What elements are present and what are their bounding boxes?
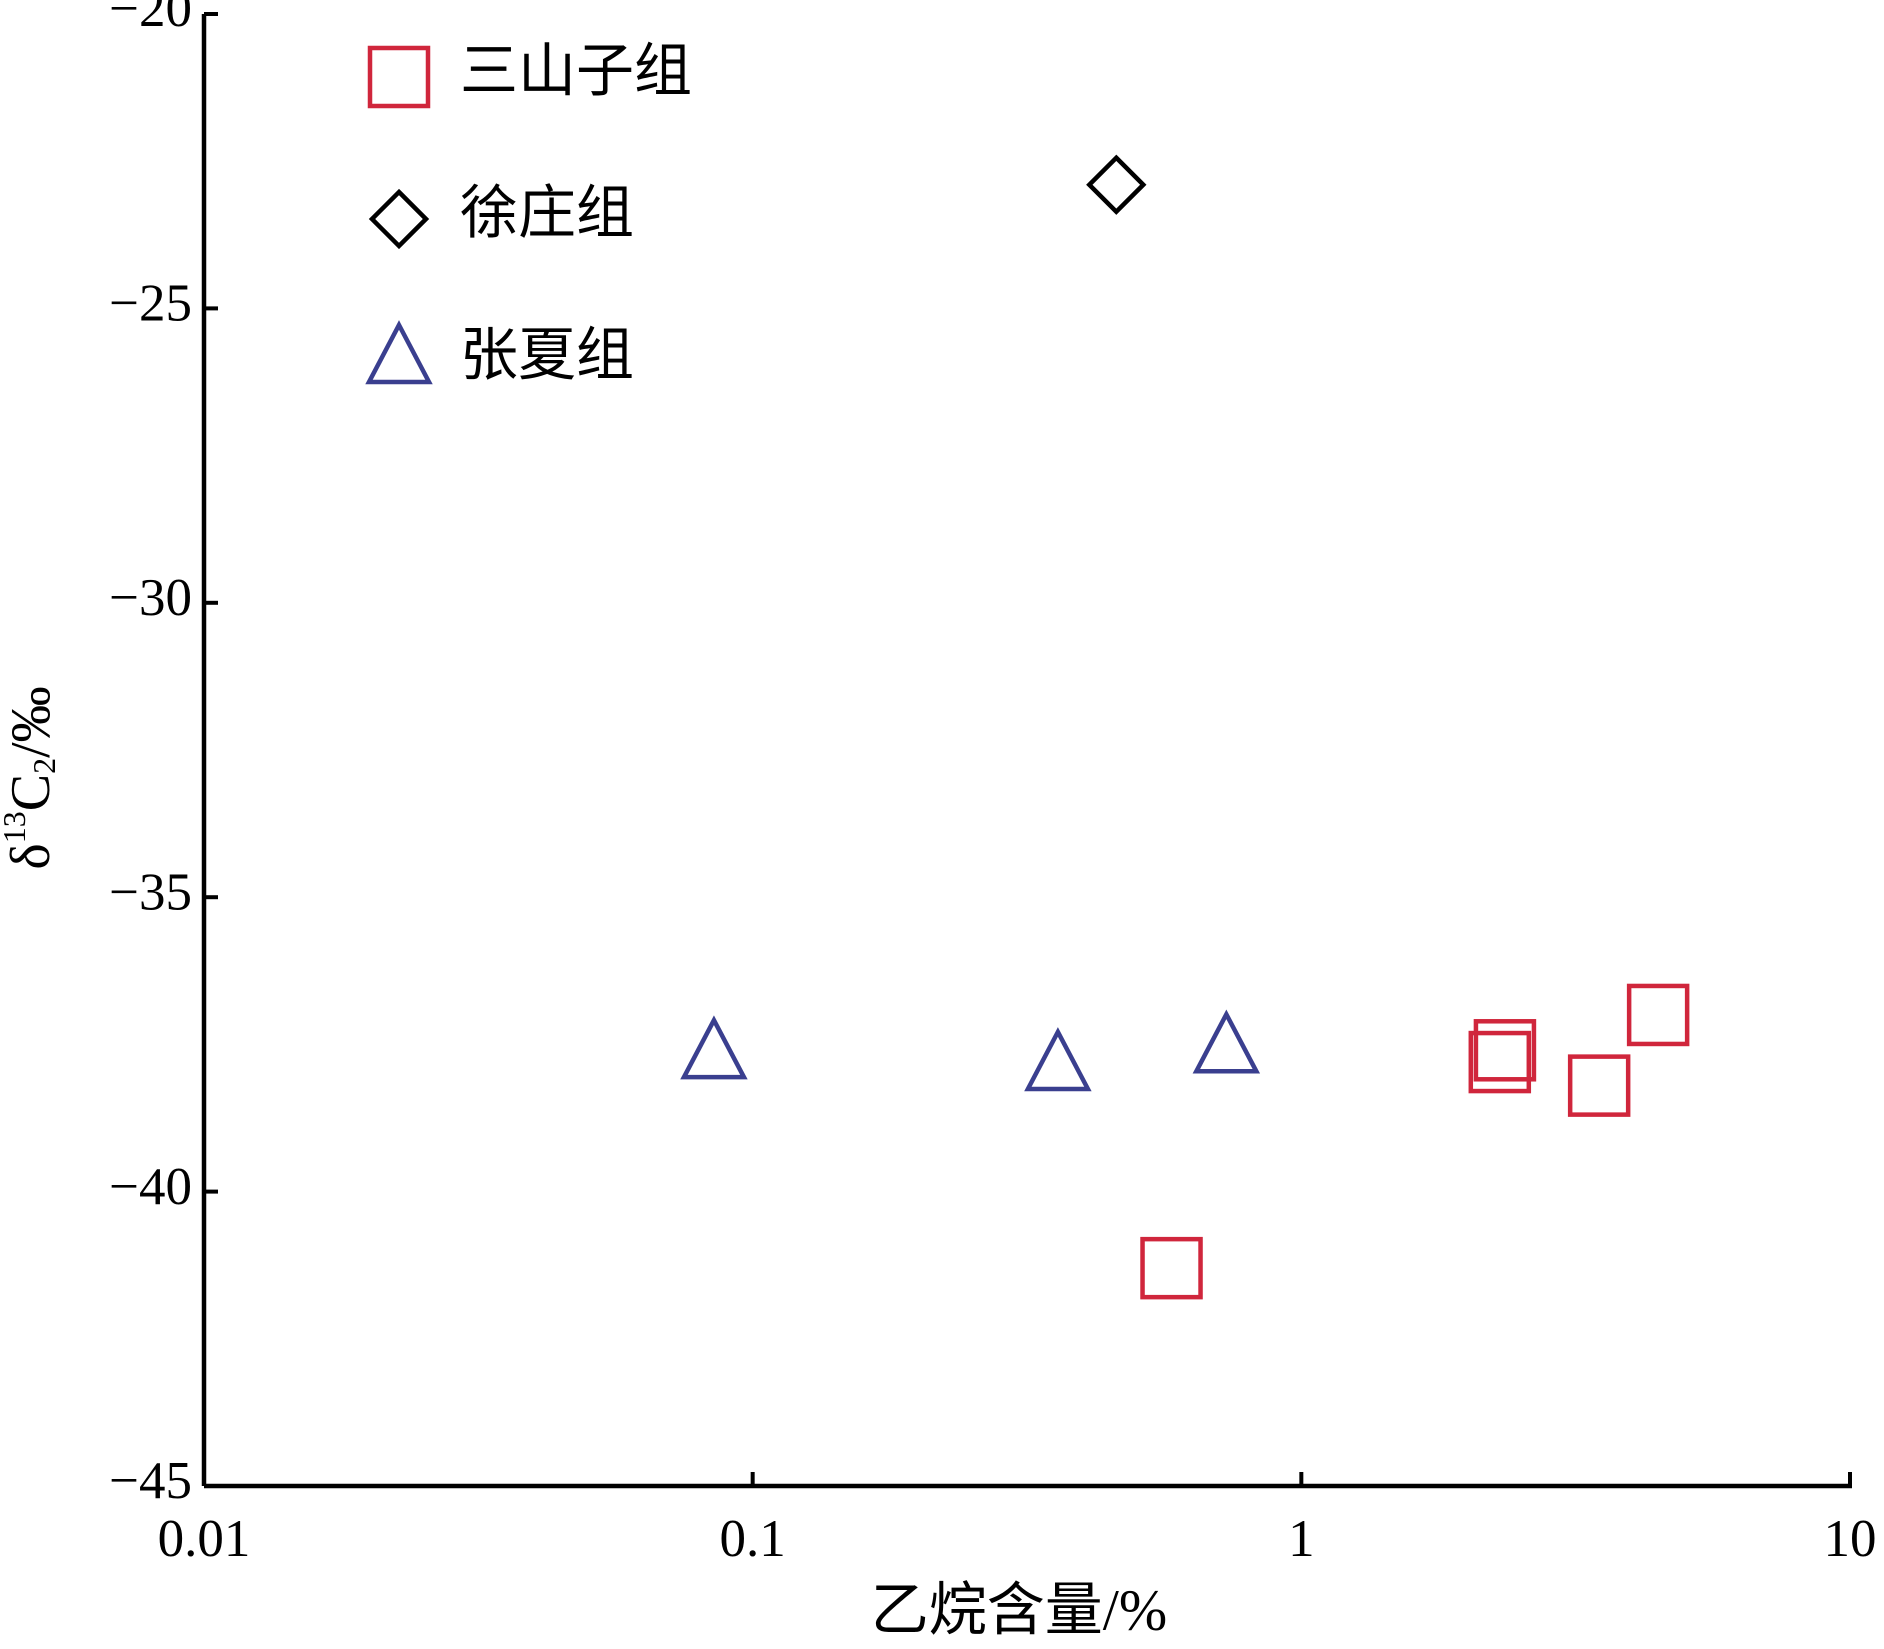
y-tick-label: −25 [109,275,192,333]
legend-label: 三山子组 [460,38,692,103]
y-label-sub: 2 [26,758,62,774]
marker-square [367,45,431,109]
x-tick-label: 1 [1288,1510,1315,1568]
marker-triangle [1192,1009,1261,1074]
legend-label: 徐庄组 [460,180,634,245]
y-tick-label: −20 [109,0,192,38]
marker-square [1140,1236,1203,1300]
marker-diamond [1086,154,1147,215]
x-axis-label: 乙烷含量/% [871,1577,1167,1642]
y-tick-label: −40 [109,1158,192,1216]
x-tick-label: 10 [1824,1510,1877,1568]
x-tick-label: 0.01 [158,1510,251,1568]
marker-square [1473,1019,1537,1082]
marker-triangle [365,320,433,385]
y-tick-label: −45 [109,1452,192,1510]
y-axis-label: δ13C2/‰ [0,686,62,869]
y-label-part: δ [0,843,62,869]
marker-triangle [1024,1027,1092,1092]
marker-diamond [368,188,430,250]
marker-square [1626,983,1690,1047]
marker-square [1468,1030,1532,1094]
y-label-part: /‰ [0,686,62,758]
y-tick-label: −30 [109,569,192,627]
legend-label: 张夏组 [460,322,634,387]
x-tick-label: 0.1 [720,1510,786,1568]
marker-triangle [680,1015,748,1080]
y-label-part: C [0,774,62,811]
marker-square [1567,1054,1631,1117]
y-tick-label: −35 [109,863,192,921]
y-label-sup: 13 [0,811,32,843]
